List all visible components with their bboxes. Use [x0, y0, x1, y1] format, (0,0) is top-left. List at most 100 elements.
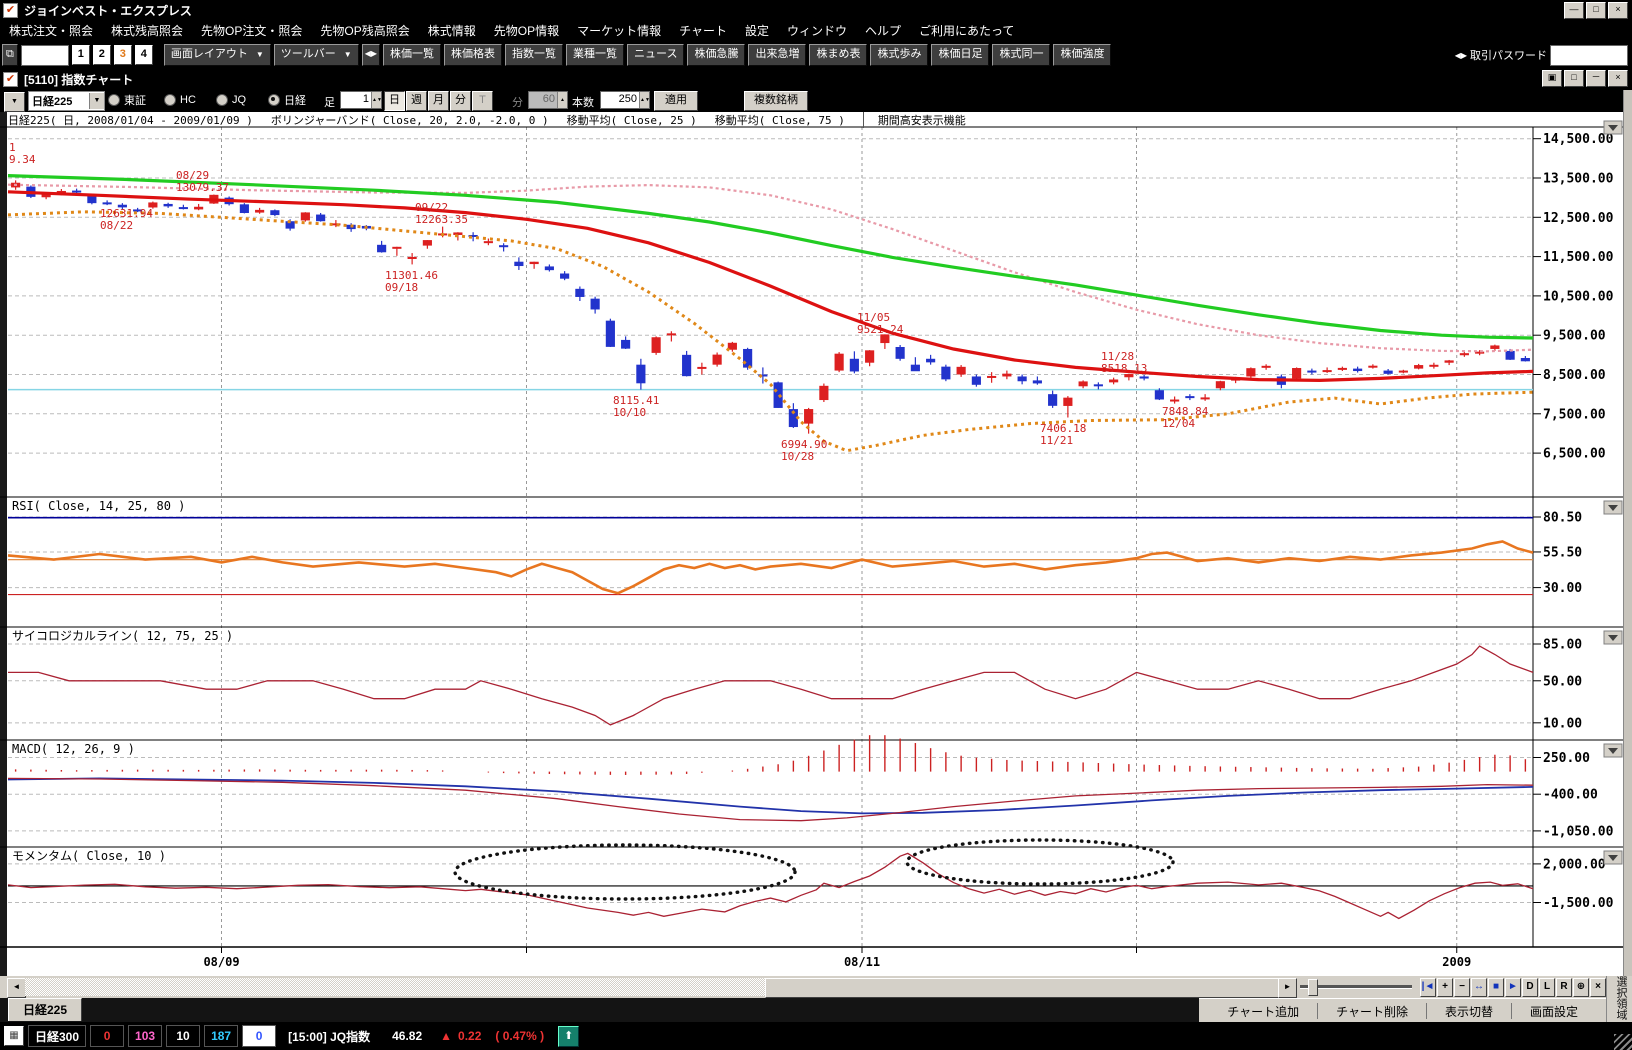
- input-value: 60: [542, 93, 555, 105]
- period-button-分[interactable]: 分: [450, 91, 471, 111]
- ticker-menu-button[interactable]: ▦: [4, 1026, 24, 1046]
- svg-text:10/10: 10/10: [613, 406, 646, 419]
- period-button-月[interactable]: 月: [428, 91, 449, 111]
- remove-chart-button[interactable]: チャート削除: [1336, 1004, 1408, 1019]
- tab-nikkei225[interactable]: 日経225: [8, 998, 83, 1021]
- nav-button[interactable]: ■: [1488, 978, 1504, 997]
- apply-button[interactable]: 適用: [654, 91, 698, 111]
- left-right-icon[interactable]: ◀▶: [1454, 50, 1467, 60]
- feature-button[interactable]: 株価強度: [1053, 44, 1112, 66]
- feature-button[interactable]: 株価急騰: [687, 44, 746, 66]
- nav-button[interactable]: −: [1454, 978, 1470, 997]
- spinner-icon[interactable]: ▲▼: [371, 92, 382, 108]
- market-radio-JQ[interactable]: JQ: [216, 91, 246, 109]
- nav-button[interactable]: |◄: [1420, 978, 1436, 997]
- close-button[interactable]: ×: [1608, 70, 1628, 87]
- menu-item[interactable]: 株式情報: [427, 24, 476, 38]
- scroll-up-button[interactable]: ⬆: [558, 1025, 580, 1047]
- market-radio-東証[interactable]: 東証: [108, 91, 146, 109]
- period-button-T[interactable]: T: [472, 91, 493, 111]
- chart-plot[interactable]: 08/09 08/11 2009 14,500.00 13,500.00 12,500.0…: [0, 112, 1632, 976]
- scrollbar-thumb[interactable]: [765, 978, 1279, 998]
- minimize-button[interactable]: —: [1564, 2, 1584, 19]
- workspace-input[interactable]: [20, 44, 69, 66]
- menu-item[interactable]: 先物OP注文・照会: [201, 24, 303, 38]
- page-button-2[interactable]: 2: [92, 45, 111, 65]
- resize-grip[interactable]: [1614, 1034, 1632, 1050]
- page-button-4[interactable]: 4: [134, 45, 153, 65]
- nav-button[interactable]: ►: [1505, 978, 1521, 997]
- feature-button[interactable]: 株式同一: [992, 44, 1051, 66]
- menu-item[interactable]: ご利用にあたって: [919, 24, 1015, 38]
- period-button-日[interactable]: 日: [384, 91, 405, 111]
- nav-button[interactable]: D: [1522, 978, 1538, 997]
- page-button-3[interactable]: 3: [113, 45, 132, 65]
- nav-button[interactable]: +: [1437, 978, 1453, 997]
- feature-button[interactable]: ニュース: [627, 44, 685, 66]
- macd-label: MACD( 12, 26, 9 ): [12, 742, 135, 756]
- nav-button[interactable]: ⊕: [1573, 978, 1589, 997]
- toolbar-dropdown[interactable]: ツールバー ▼: [273, 44, 359, 66]
- count-input[interactable]: 250 ▲▼: [600, 91, 650, 109]
- ticker-value: 103: [128, 1025, 163, 1047]
- market-radio-日経[interactable]: 日経: [268, 91, 306, 109]
- chart-canvas[interactable]: 08/09 08/11 2009 14,500.00 13,500.00 12,500.0…: [0, 111, 1632, 976]
- scroll-left-button[interactable]: ◄: [7, 978, 26, 998]
- feature-button[interactable]: 出来急増: [748, 44, 807, 66]
- menu-item[interactable]: 株式残高照会: [111, 24, 184, 38]
- feature-button[interactable]: 株まめ表: [809, 44, 868, 66]
- menu-item[interactable]: チャート: [679, 24, 727, 38]
- password-input[interactable]: [1550, 44, 1628, 66]
- minute-input[interactable]: 60 ▲: [528, 91, 568, 109]
- period-button-週[interactable]: 週: [406, 91, 427, 111]
- panel-dropdown-button[interactable]: [1603, 850, 1623, 865]
- toggle-view-button[interactable]: 表示切替: [1444, 1004, 1493, 1019]
- close-button[interactable]: ×: [1608, 2, 1628, 19]
- feature-button[interactable]: 株式歩み: [870, 44, 929, 66]
- nav-button[interactable]: R: [1556, 978, 1572, 997]
- page-button-1[interactable]: 1: [71, 45, 90, 65]
- restore-icon-button[interactable]: ▣: [1542, 70, 1562, 87]
- scrollbar-track[interactable]: [25, 978, 1279, 998]
- layout-dropdown[interactable]: 画面レイアウト ▼: [163, 44, 271, 66]
- menu-item[interactable]: ヘルプ: [865, 24, 902, 38]
- feature-button[interactable]: 株価日足: [931, 44, 990, 66]
- maximize-icon-button[interactable]: □: [1564, 70, 1584, 87]
- y-axis-label: 6,500.00: [1543, 447, 1606, 462]
- add-chart-button[interactable]: チャート追加: [1227, 1004, 1300, 1019]
- feature-button[interactable]: 株価一覧: [383, 44, 442, 66]
- legend-item: 移動平均( Close, 75 ): [714, 113, 845, 127]
- feature-button[interactable]: 業種一覧: [566, 44, 625, 66]
- symbol-combo[interactable]: 日経225 ▼: [28, 91, 105, 111]
- nav-button[interactable]: ×: [1590, 978, 1606, 997]
- scroll-right-button[interactable]: ►: [1278, 978, 1297, 998]
- panel-dropdown-button[interactable]: [1603, 743, 1623, 758]
- feature-button[interactable]: 株価格表: [444, 44, 503, 66]
- chart-dropdown-button[interactable]: ▼: [4, 92, 25, 112]
- menu-item[interactable]: 設定: [744, 24, 769, 38]
- spinner-icon: ▲: [557, 92, 567, 108]
- market-radio-HC[interactable]: HC: [164, 91, 196, 109]
- y-axis-label: 250.00: [1543, 751, 1590, 766]
- panel-splitter-icon[interactable]: ◀▶: [361, 44, 381, 66]
- menu-item[interactable]: 先物OP残高照会: [320, 24, 410, 38]
- minimize-button[interactable]: －: [1586, 70, 1606, 87]
- multi-symbol-button[interactable]: 複数銘柄: [744, 91, 808, 111]
- menu-item[interactable]: ウィンドウ: [787, 24, 848, 38]
- maximize-button[interactable]: □: [1586, 2, 1606, 19]
- nav-button[interactable]: L: [1539, 978, 1555, 997]
- nav-button[interactable]: ↔: [1471, 978, 1487, 997]
- menu-item[interactable]: 先物OP情報: [493, 24, 560, 38]
- feature-button[interactable]: 指数一覧: [505, 44, 564, 66]
- panel-dropdown-button[interactable]: [1603, 500, 1623, 515]
- spinner-icon[interactable]: ▲▼: [639, 92, 650, 108]
- zoom-slider-thumb[interactable]: [1308, 979, 1318, 996]
- window-stack-icon[interactable]: ⧉: [2, 44, 18, 66]
- panel-dropdown-button[interactable]: [1603, 630, 1623, 645]
- zoom-slider[interactable]: [1300, 979, 1412, 996]
- menu-item[interactable]: 株式注文・照会: [9, 24, 94, 38]
- panel-dropdown-button[interactable]: [1603, 120, 1623, 135]
- screen-settings-button[interactable]: 画面設定: [1529, 1004, 1578, 1019]
- menu-item[interactable]: マーケット情報: [577, 24, 662, 38]
- bar-count-input[interactable]: 1 ▲▼: [340, 91, 382, 109]
